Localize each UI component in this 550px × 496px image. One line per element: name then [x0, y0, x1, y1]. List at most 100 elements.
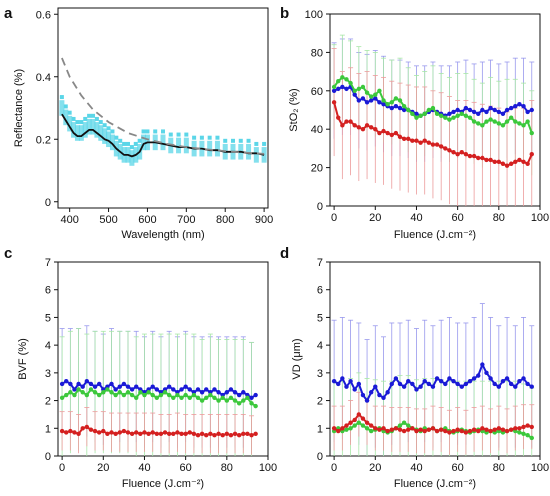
data-point — [158, 392, 164, 398]
data-point — [389, 105, 394, 111]
data-point — [529, 151, 534, 157]
y-tick-label: 2 — [317, 396, 323, 408]
measured-point — [122, 141, 127, 146]
plot-area-c — [59, 325, 258, 456]
data-point — [364, 420, 370, 425]
y-tick-label: 0.4 — [36, 72, 51, 84]
data-point — [455, 381, 460, 387]
data-point — [418, 384, 423, 389]
data-point — [336, 79, 341, 84]
y-tick-label: 0.2 — [36, 134, 51, 146]
data-point — [467, 428, 473, 434]
data-point — [484, 427, 489, 432]
panel-a: a 400 500 600 700 800 900 0 0.2 0.4 0.6 Wavelengt… — [4, 5, 273, 241]
data-point — [154, 431, 160, 437]
measured-point — [141, 129, 146, 134]
x-axis-label-a: Wavelength (nm) — [121, 229, 204, 241]
data-point — [455, 427, 460, 432]
data-point — [406, 378, 411, 384]
data-point — [59, 381, 65, 387]
x-tick-label: 40 — [138, 462, 150, 474]
data-point — [360, 96, 366, 101]
data-point — [513, 159, 518, 165]
data-point — [476, 373, 481, 378]
data-point — [513, 384, 518, 389]
data-point — [68, 381, 73, 387]
data-point — [418, 140, 423, 145]
y-tick-label: 80 — [311, 47, 323, 59]
plot-frame-a — [57, 7, 269, 209]
x-tick-label: 100 — [531, 212, 549, 224]
data-point — [84, 378, 90, 384]
y-tick-label: 2 — [45, 396, 51, 408]
data-point — [228, 433, 234, 438]
data-point — [488, 105, 493, 111]
data-point — [224, 390, 230, 395]
data-point — [368, 423, 374, 428]
data-point — [175, 392, 180, 398]
measured-point — [75, 120, 80, 125]
data-point — [96, 392, 102, 398]
data-point — [208, 392, 213, 398]
x-tick-label: 600 — [138, 214, 156, 226]
data-point — [422, 428, 427, 434]
data-point — [344, 77, 349, 82]
panel-letter-b: b — [280, 5, 289, 22]
data-point — [373, 127, 378, 132]
data-point — [385, 390, 390, 395]
data-point — [381, 128, 386, 134]
panel-letter-c: c — [4, 245, 12, 262]
data-point — [434, 111, 440, 117]
data-point — [434, 376, 440, 381]
data-point — [154, 387, 160, 392]
data-point — [377, 130, 382, 136]
data-point — [236, 401, 242, 406]
data-point — [381, 426, 386, 431]
data-point — [488, 157, 493, 163]
data-point — [377, 392, 382, 398]
data-point — [113, 431, 118, 437]
data-point — [179, 431, 184, 437]
data-point — [195, 433, 201, 438]
data-point — [406, 136, 411, 141]
data-point — [340, 376, 345, 381]
y-tick-label: 40 — [311, 124, 323, 136]
data-point — [488, 428, 493, 434]
data-point — [463, 113, 469, 118]
data-point — [397, 423, 403, 428]
data-point — [496, 121, 502, 126]
y-tick-label: 6 — [45, 285, 51, 297]
panel-letter-d: d — [280, 245, 289, 262]
data-point — [356, 420, 362, 425]
data-point — [422, 138, 427, 143]
measured-point — [168, 132, 173, 137]
data-point — [183, 392, 188, 398]
data-point — [195, 395, 201, 400]
data-point — [508, 427, 514, 432]
data-point — [377, 100, 382, 105]
measured-point — [199, 135, 204, 140]
measured-point — [91, 113, 95, 118]
data-point — [134, 384, 139, 389]
measured-point — [63, 104, 68, 109]
data-point — [364, 398, 370, 403]
data-point — [459, 150, 464, 155]
data-point — [92, 428, 98, 434]
data-point — [72, 392, 77, 398]
x-tick-label: 700 — [177, 214, 195, 226]
data-point — [443, 428, 448, 434]
data-point — [88, 387, 94, 392]
data-point — [517, 121, 522, 126]
data-point — [422, 111, 427, 117]
measured-point — [126, 141, 130, 146]
data-point — [64, 378, 69, 384]
data-point — [504, 163, 510, 168]
data-point — [191, 431, 197, 437]
measured-point — [94, 116, 99, 121]
data-point — [389, 132, 394, 138]
data-point — [360, 423, 366, 428]
x-axis-label-c: Fluence (J.cm⁻²) — [122, 478, 204, 490]
data-point — [467, 107, 473, 113]
